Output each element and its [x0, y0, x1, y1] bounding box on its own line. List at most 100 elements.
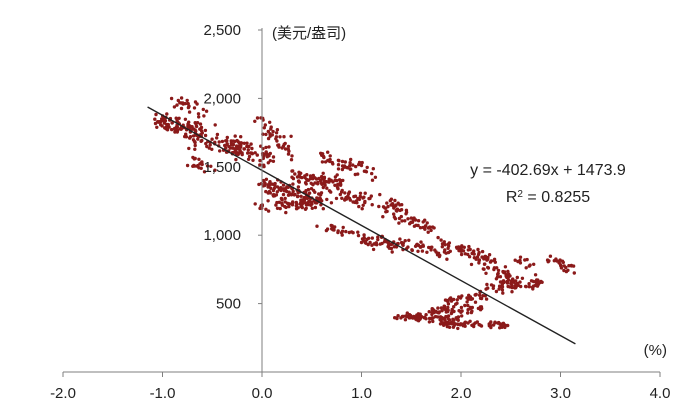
data-point: [330, 224, 334, 228]
data-point: [435, 310, 440, 315]
data-point: [381, 215, 385, 219]
data-point: [569, 264, 574, 268]
data-point: [512, 280, 516, 284]
data-point: [420, 249, 425, 253]
data-point: [498, 275, 503, 279]
data-point: [406, 217, 410, 221]
data-point: [340, 159, 345, 164]
data-point: [329, 178, 333, 182]
data-point: [170, 121, 174, 125]
data-point: [493, 320, 497, 324]
data-point: [467, 255, 472, 259]
data-point: [258, 158, 262, 163]
data-point: [280, 198, 284, 202]
data-point: [271, 193, 275, 197]
data-point: [264, 145, 268, 150]
data-point: [484, 287, 488, 291]
data-point: [548, 254, 553, 258]
data-point: [196, 137, 200, 141]
data-point: [360, 207, 364, 211]
data-point: [428, 246, 433, 250]
data-point: [357, 160, 362, 165]
data-point: [184, 135, 189, 139]
data-point: [271, 155, 276, 159]
data-point: [466, 311, 470, 315]
data-point: [319, 181, 324, 185]
data-point: [344, 197, 349, 201]
data-point: [429, 228, 433, 233]
data-point: [299, 204, 303, 209]
data-point: [275, 185, 280, 189]
data-point: [311, 183, 315, 187]
data-point: [436, 315, 440, 319]
data-point: [284, 210, 288, 215]
data-point: [489, 259, 494, 263]
data-point: [294, 200, 298, 205]
data-point: [279, 188, 283, 193]
x-tick-label: 2.0: [451, 385, 472, 402]
data-point: [343, 191, 347, 195]
data-point: [321, 171, 325, 175]
data-point: [418, 245, 423, 249]
data-point: [193, 143, 197, 148]
data-point: [336, 182, 340, 187]
data-point: [360, 160, 364, 165]
data-point: [282, 142, 286, 147]
data-point: [428, 225, 432, 229]
data-point: [564, 265, 568, 270]
data-point: [217, 140, 221, 144]
data-point: [229, 139, 233, 143]
data-point: [347, 196, 352, 201]
data-point: [459, 305, 464, 310]
data-point: [358, 191, 363, 195]
data-point: [355, 201, 359, 205]
data-point: [174, 116, 178, 120]
data-points: [153, 96, 576, 331]
data-point: [329, 201, 334, 205]
data-point: [509, 281, 513, 286]
data-point: [175, 130, 179, 134]
data-point: [374, 241, 378, 245]
data-point: [163, 126, 167, 130]
data-point: [449, 299, 454, 303]
data-point: [515, 275, 519, 280]
data-point: [204, 109, 209, 113]
data-point: [421, 220, 425, 224]
data-point: [308, 200, 313, 204]
data-point: [343, 160, 347, 164]
data-point: [487, 253, 492, 257]
data-point: [242, 147, 246, 151]
data-point: [459, 310, 463, 314]
data-point: [491, 286, 495, 290]
data-point: [371, 247, 376, 252]
data-point: [500, 288, 505, 292]
r-squared-value: = 0.8255: [523, 189, 590, 206]
data-point: [203, 133, 208, 138]
data-point: [531, 287, 535, 291]
data-point: [215, 132, 220, 137]
data-point: [165, 128, 170, 132]
data-point: [456, 315, 460, 319]
data-point: [201, 107, 205, 112]
data-point: [326, 150, 330, 154]
data-point: [352, 194, 356, 199]
data-point: [197, 166, 201, 170]
data-point: [318, 178, 323, 183]
data-point: [416, 316, 420, 320]
data-point: [266, 183, 270, 187]
x-tick-label: -1.0: [150, 385, 176, 402]
data-point: [394, 316, 399, 320]
data-point: [218, 149, 222, 153]
data-point: [299, 201, 303, 205]
data-point: [482, 262, 487, 266]
data-point: [335, 185, 340, 190]
data-point: [170, 127, 174, 132]
data-point: [469, 297, 473, 301]
data-point: [442, 306, 447, 311]
data-point: [255, 153, 259, 157]
data-point: [264, 177, 269, 181]
data-point: [349, 167, 353, 171]
data-point: [238, 150, 243, 154]
data-point: [449, 311, 454, 316]
data-point: [395, 209, 399, 213]
